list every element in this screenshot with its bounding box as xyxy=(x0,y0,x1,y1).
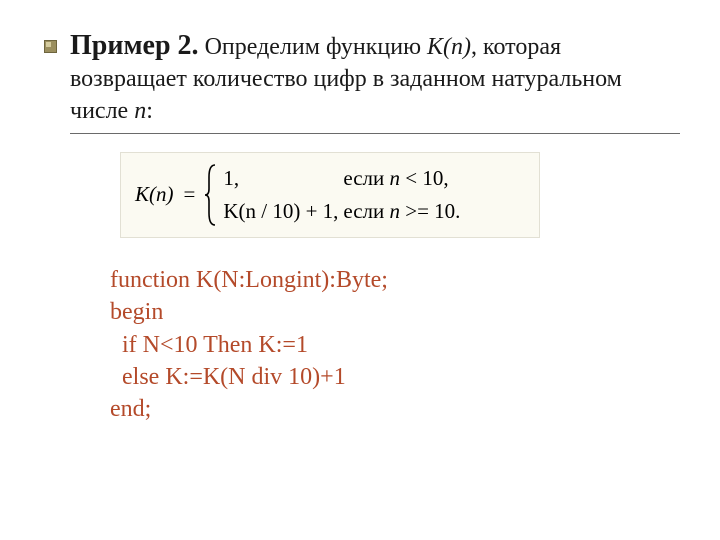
case-1-condition: если n < 10, xyxy=(343,166,448,191)
formula-lhs: K(n) xyxy=(135,182,174,207)
title-text-1: Определим функцию xyxy=(199,34,427,60)
case-row-1: 1, если n < 10, xyxy=(223,166,460,191)
left-brace-icon xyxy=(203,163,219,227)
code-line-2: begin xyxy=(110,296,680,328)
slide-bullet xyxy=(44,40,57,53)
case-2-prefix: если xyxy=(343,199,389,223)
code-block: function K(N:Longint):Byte; begin if N<1… xyxy=(110,264,680,426)
case-1-var: n xyxy=(389,166,400,190)
title-paragraph: Пример 2. Определим функцию K(n), котора… xyxy=(70,28,680,127)
case-2-value: K(n / 10) + 1, xyxy=(223,199,343,224)
case-1-op: < 10, xyxy=(400,166,449,190)
case-2-condition: если n >= 10. xyxy=(343,199,460,224)
case-row-2: K(n / 10) + 1, если n >= 10. xyxy=(223,199,460,224)
code-line-4: else K:=K(N div 10)+1 xyxy=(110,361,680,393)
piecewise-formula: K(n) = 1, если n < 10, K(n / 10) + 1, ес… xyxy=(135,163,525,227)
cases-container: 1, если n < 10, K(n / 10) + 1, если n >=… xyxy=(223,166,460,224)
formula-box: K(n) = 1, если n < 10, K(n / 10) + 1, ес… xyxy=(120,152,540,238)
case-1-prefix: если xyxy=(343,166,389,190)
case-2-var: n xyxy=(389,199,400,223)
title-text-end: : xyxy=(146,98,153,124)
case-1-value: 1, xyxy=(223,166,343,191)
code-line-1: function K(N:Longint):Byte; xyxy=(110,264,680,296)
code-line-5: end; xyxy=(110,393,680,425)
example-number: Пример 2. xyxy=(70,30,199,61)
case-2-op: >= 10. xyxy=(400,199,460,223)
variable-n: n xyxy=(134,98,146,124)
equals-sign: = xyxy=(184,182,196,207)
code-line-3: if N<10 Then K:=1 xyxy=(110,329,680,361)
title-underline: Пример 2. Определим функцию K(n), котора… xyxy=(70,28,680,134)
function-name: K(n) xyxy=(427,34,471,60)
